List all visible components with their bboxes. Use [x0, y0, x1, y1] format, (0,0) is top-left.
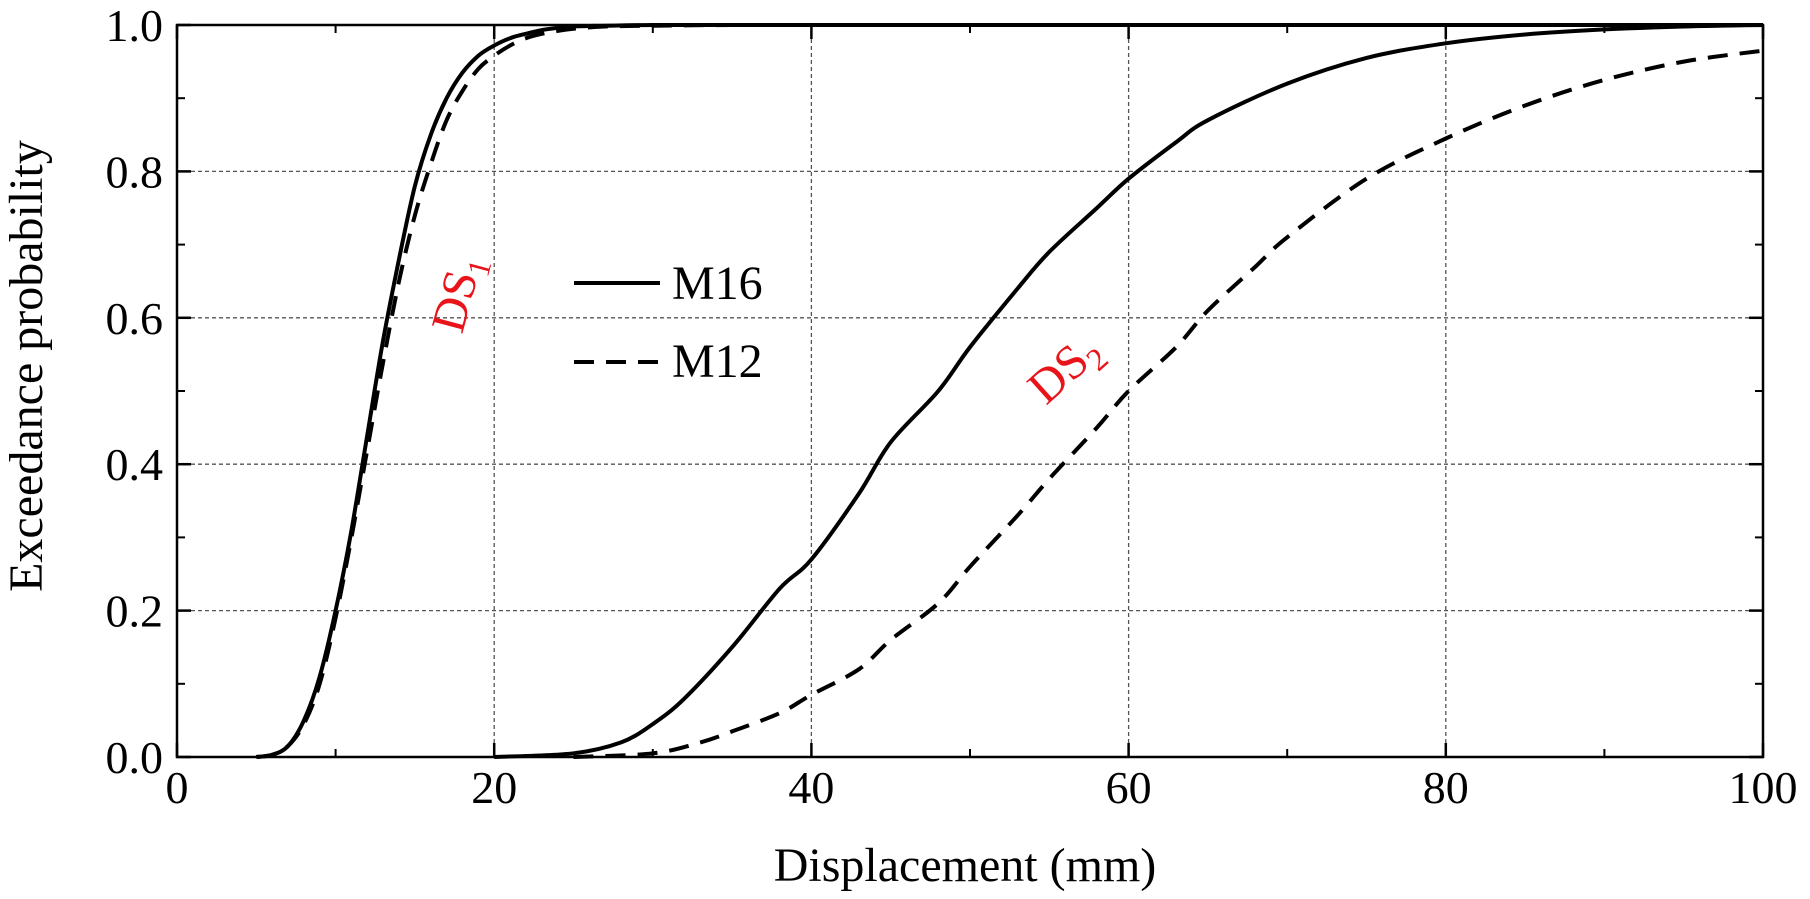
- x-tick-label: 20: [471, 762, 517, 813]
- y-tick-label: 0.0: [106, 732, 164, 783]
- gridlines: [177, 25, 1763, 757]
- y-tick-label: 0.8: [106, 146, 164, 197]
- legend: M16 M12: [574, 257, 763, 388]
- y-tick-label: 0.4: [106, 439, 164, 490]
- y-tick-label: 1.0: [106, 0, 164, 51]
- y-axis-title: Exceedance probability: [0, 140, 53, 592]
- series-line-m12-ds2: [573, 48, 1764, 759]
- x-tick-label: 60: [1106, 762, 1152, 813]
- x-axis-title: Displacement (mm): [774, 839, 1157, 892]
- x-tick-label: 80: [1423, 762, 1469, 813]
- axis-ticks: [175, 23, 1765, 759]
- y-tick-label: 0.2: [106, 586, 164, 637]
- x-tick-label: 40: [788, 762, 834, 813]
- tick-labels: 0 20 40 60 80 100 0.0 0.2 0.4 0.6 0.8 1.0: [106, 0, 1798, 813]
- series-line-m16-ds2: [494, 23, 1764, 759]
- x-tick-label: 100: [1729, 762, 1798, 813]
- x-tick-label: 0: [166, 762, 189, 813]
- legend-label-m16: M16: [672, 257, 763, 310]
- legend-label-m12: M12: [672, 335, 763, 388]
- y-tick-label: 0.6: [106, 293, 164, 344]
